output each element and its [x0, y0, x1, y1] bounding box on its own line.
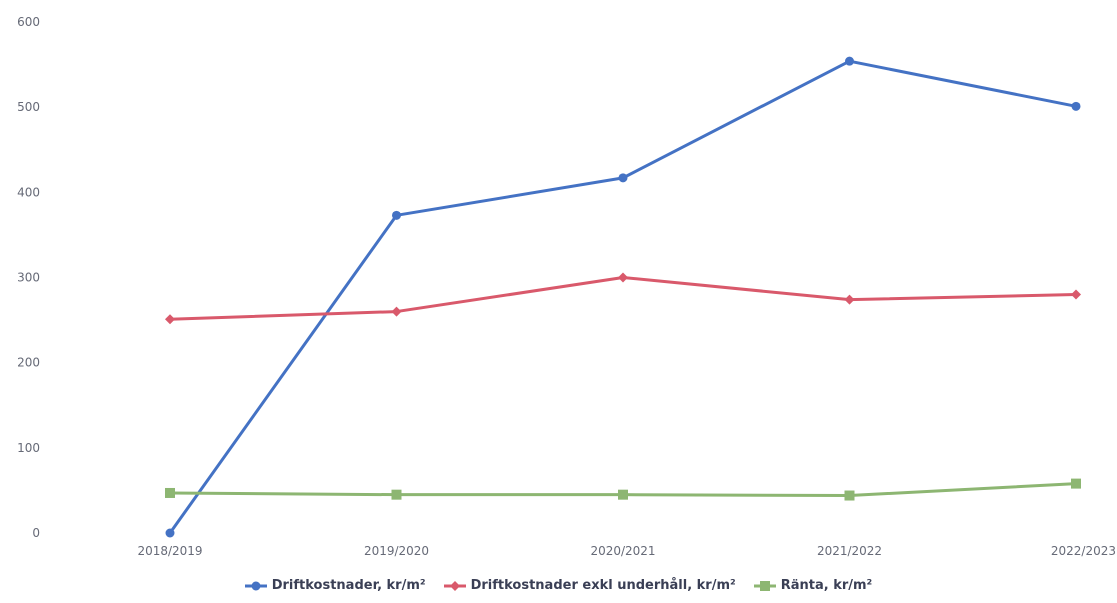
x-tick-label: 2020/2021 — [590, 544, 655, 558]
x-tick-label: 2021/2022 — [817, 544, 882, 558]
legend-item[interactable]: Ränta, kr/m² — [753, 578, 873, 593]
x-axis: 2018/2019 2019/2020 2020/2021 2021/2022 2022… — [137, 544, 1116, 558]
data-point — [618, 272, 628, 283]
legend-label: Ränta, kr/m² — [780, 578, 873, 593]
data-point — [618, 173, 628, 183]
data-point — [165, 528, 175, 538]
legend-symbol-icon — [244, 581, 267, 590]
series-markers — [165, 56, 1081, 538]
legend-item[interactable]: Driftkostnader, kr/m² — [244, 578, 426, 593]
data-point — [844, 490, 855, 501]
legend-label: Driftkostnader, kr/m² — [271, 578, 426, 593]
data-point — [618, 489, 628, 500]
data-point — [165, 314, 175, 325]
series-line — [169, 276, 1077, 321]
legend-item[interactable]: Driftkostnader exkl underhåll, kr/m² — [443, 578, 736, 593]
y-tick-label: 600 — [17, 15, 40, 29]
y-tick-label: 100 — [17, 441, 40, 455]
y-axis: 0 100 200 300 400 500 600 — [17, 15, 40, 540]
legend-label: Driftkostnader exkl underhåll, kr/m² — [470, 578, 736, 593]
y-tick-label: 200 — [17, 356, 40, 370]
legend-symbol-icon — [443, 580, 466, 591]
data-point — [165, 487, 175, 498]
y-tick-label: 0 — [32, 526, 40, 540]
data-point — [391, 306, 402, 317]
data-point — [845, 56, 854, 66]
x-tick-label: 2019/2020 — [364, 544, 429, 558]
y-tick-label: 500 — [17, 100, 40, 114]
legend: Driftkostnader, kr/m² Driftkostnader exkl… — [0, 578, 1117, 596]
y-tick-label: 300 — [17, 271, 40, 285]
x-tick-label: 2018/2019 — [137, 544, 202, 558]
series-lines — [168, 59, 1077, 534]
data-point — [1071, 289, 1081, 300]
data-point — [1071, 478, 1081, 489]
x-tick-label: 2022/2023 — [1051, 544, 1116, 558]
data-point — [391, 489, 402, 500]
y-tick-label: 400 — [17, 185, 40, 199]
data-point — [392, 210, 401, 220]
legend-symbol-icon — [753, 580, 776, 591]
data-point — [844, 294, 855, 305]
data-point — [1071, 101, 1081, 111]
